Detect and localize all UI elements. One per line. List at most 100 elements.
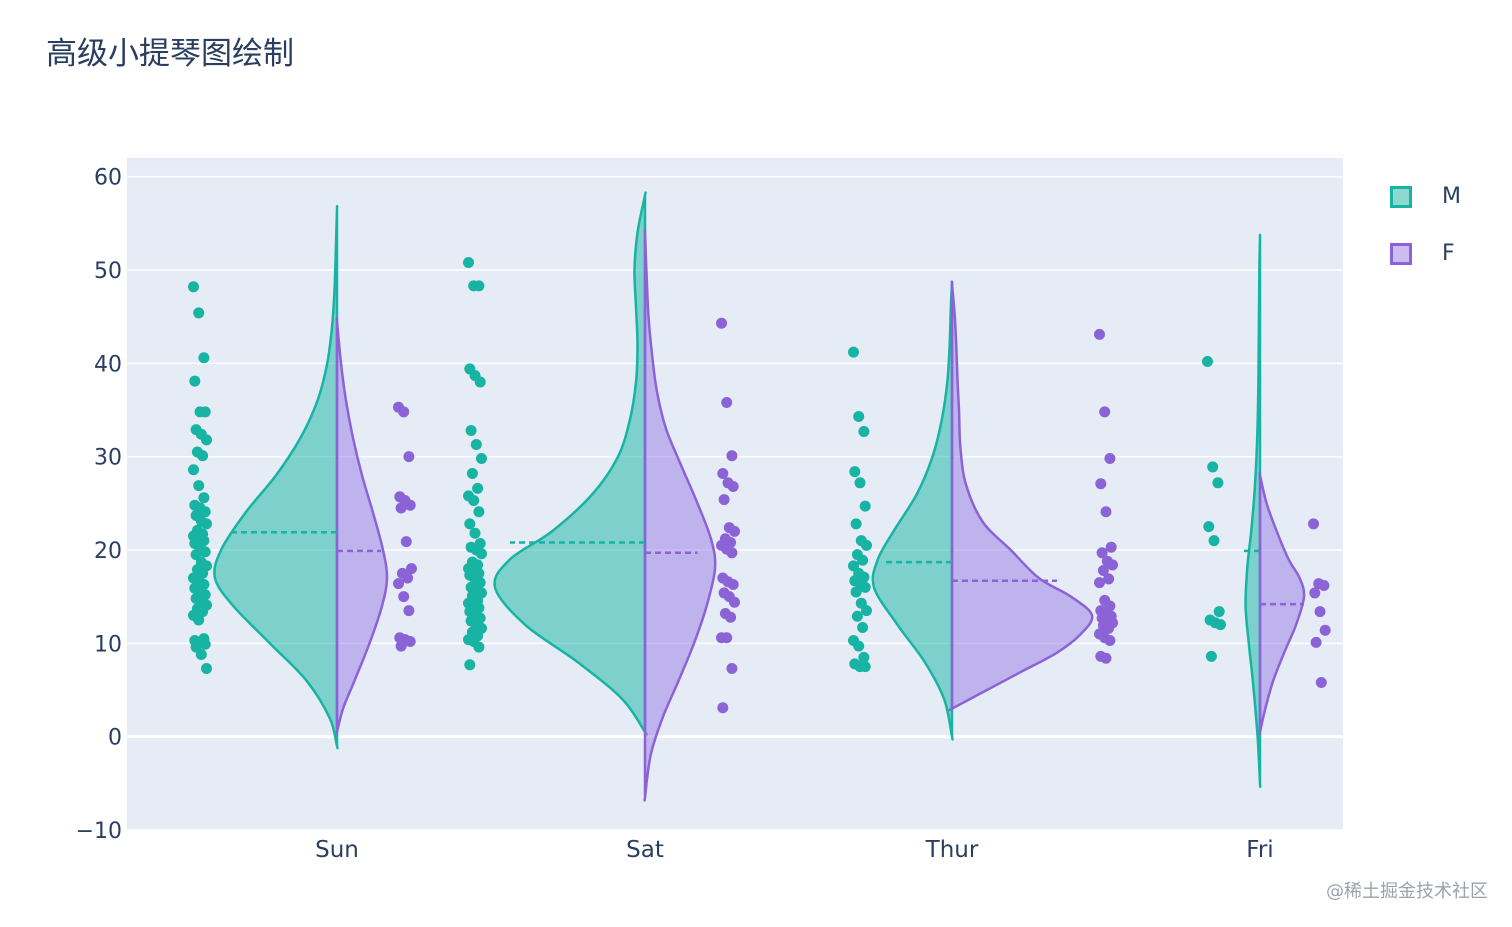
- point-m-thur[interactable]: [857, 621, 869, 633]
- point-m-thur[interactable]: [851, 610, 863, 622]
- point-m-sat[interactable]: [470, 439, 482, 451]
- point-f-sat[interactable]: [725, 611, 737, 623]
- point-m-sun[interactable]: [188, 464, 199, 476]
- point-m-sat[interactable]: [464, 659, 476, 671]
- point-f-sat[interactable]: [727, 579, 739, 591]
- point-m-thur[interactable]: [848, 346, 859, 358]
- point-m-sat[interactable]: [476, 453, 487, 465]
- point-f-sat[interactable]: [721, 397, 733, 409]
- point-m-fri[interactable]: [1203, 521, 1215, 533]
- point-f-thur[interactable]: [1104, 453, 1116, 465]
- point-m-sun[interactable]: [193, 307, 205, 319]
- point-f-sat[interactable]: [727, 481, 739, 493]
- point-f-sat[interactable]: [721, 632, 733, 644]
- point-m-sun[interactable]: [199, 546, 211, 558]
- point-f-sat[interactable]: [717, 467, 729, 479]
- violin-m-fri[interactable]: [1244, 233, 1262, 789]
- violin-m-sat[interactable]: [493, 191, 648, 736]
- point-m-sat[interactable]: [473, 280, 485, 292]
- point-m-thur[interactable]: [854, 477, 866, 489]
- legend-item-m[interactable]: M: [1390, 168, 1461, 225]
- point-f-sun[interactable]: [400, 536, 412, 548]
- point-f-sun[interactable]: [404, 635, 416, 647]
- point-f-sat[interactable]: [716, 317, 727, 329]
- point-m-sun[interactable]: [199, 506, 211, 518]
- point-f-thur[interactable]: [1096, 547, 1108, 559]
- point-m-sat[interactable]: [474, 376, 486, 388]
- point-f-sun[interactable]: [398, 406, 410, 418]
- point-m-sun[interactable]: [201, 434, 212, 446]
- point-m-thur[interactable]: [853, 411, 865, 423]
- point-m-thur[interactable]: [859, 500, 871, 512]
- point-f-fri[interactable]: [1318, 579, 1330, 591]
- point-m-sat[interactable]: [473, 506, 485, 518]
- point-f-thur[interactable]: [1103, 622, 1115, 634]
- point-f-sun[interactable]: [404, 499, 416, 511]
- point-m-sun[interactable]: [199, 406, 211, 418]
- point-m-fri[interactable]: [1202, 355, 1213, 367]
- point-m-fri[interactable]: [1213, 606, 1225, 618]
- point-f-sun[interactable]: [403, 605, 415, 617]
- point-f-fri[interactable]: [1310, 636, 1322, 648]
- point-f-sun[interactable]: [395, 502, 407, 514]
- legend-item-f[interactable]: F: [1390, 225, 1461, 282]
- point-f-sat[interactable]: [729, 525, 740, 537]
- point-f-thur[interactable]: [1100, 652, 1112, 664]
- point-m-thur[interactable]: [857, 554, 869, 566]
- point-m-sun[interactable]: [199, 638, 211, 650]
- point-f-fri[interactable]: [1309, 587, 1321, 599]
- point-m-fri[interactable]: [1207, 461, 1219, 473]
- point-f-sat[interactable]: [726, 450, 738, 462]
- point-m-sun[interactable]: [193, 614, 205, 626]
- point-m-sun[interactable]: [198, 492, 210, 504]
- violin-m-thur[interactable]: [871, 281, 954, 741]
- point-m-sat[interactable]: [464, 518, 476, 530]
- point-m-sat[interactable]: [466, 467, 478, 479]
- point-m-sun[interactable]: [193, 480, 205, 492]
- point-m-thur[interactable]: [861, 605, 872, 617]
- point-f-thur[interactable]: [1095, 478, 1107, 490]
- point-m-sat[interactable]: [463, 257, 474, 269]
- point-m-thur[interactable]: [849, 466, 861, 478]
- point-m-thur[interactable]: [859, 581, 871, 593]
- point-f-sat[interactable]: [726, 547, 738, 559]
- point-m-thur[interactable]: [861, 539, 872, 551]
- point-f-fri[interactable]: [1308, 518, 1319, 530]
- point-m-thur[interactable]: [859, 661, 871, 673]
- point-m-fri[interactable]: [1215, 619, 1226, 631]
- point-f-fri[interactable]: [1315, 677, 1327, 689]
- point-f-thur[interactable]: [1103, 573, 1115, 585]
- point-f-sat[interactable]: [729, 596, 740, 608]
- point-f-thur[interactable]: [1107, 559, 1118, 571]
- point-m-sun[interactable]: [189, 375, 201, 387]
- point-f-thur[interactable]: [1100, 506, 1112, 518]
- violin-f-sun[interactable]: [335, 317, 389, 735]
- point-f-thur[interactable]: [1099, 406, 1111, 418]
- point-m-fri[interactable]: [1208, 535, 1220, 547]
- point-f-fri[interactable]: [1314, 606, 1326, 618]
- point-f-thur[interactable]: [1094, 577, 1105, 589]
- point-f-sun[interactable]: [398, 591, 410, 603]
- point-m-sun[interactable]: [201, 518, 212, 530]
- violin-f-thur[interactable]: [948, 280, 1094, 712]
- violin-m-sun[interactable]: [213, 205, 339, 750]
- point-f-sat[interactable]: [717, 702, 729, 714]
- point-m-thur[interactable]: [850, 518, 862, 530]
- point-f-thur[interactable]: [1104, 635, 1116, 647]
- point-m-sat[interactable]: [472, 482, 484, 494]
- point-f-sat[interactable]: [726, 663, 738, 675]
- point-f-sun[interactable]: [395, 640, 407, 652]
- point-m-thur[interactable]: [858, 425, 870, 437]
- point-f-sun[interactable]: [402, 572, 414, 584]
- point-m-sun[interactable]: [197, 567, 209, 579]
- point-m-sat[interactable]: [476, 548, 487, 560]
- point-m-sat[interactable]: [468, 495, 480, 507]
- point-f-sat[interactable]: [718, 494, 730, 506]
- point-m-thur[interactable]: [858, 651, 870, 663]
- point-f-thur[interactable]: [1105, 541, 1117, 553]
- point-f-fri[interactable]: [1319, 624, 1331, 636]
- point-m-thur[interactable]: [850, 586, 862, 598]
- point-m-sun[interactable]: [195, 649, 207, 661]
- point-m-sun[interactable]: [197, 450, 209, 462]
- point-f-sun[interactable]: [406, 563, 417, 575]
